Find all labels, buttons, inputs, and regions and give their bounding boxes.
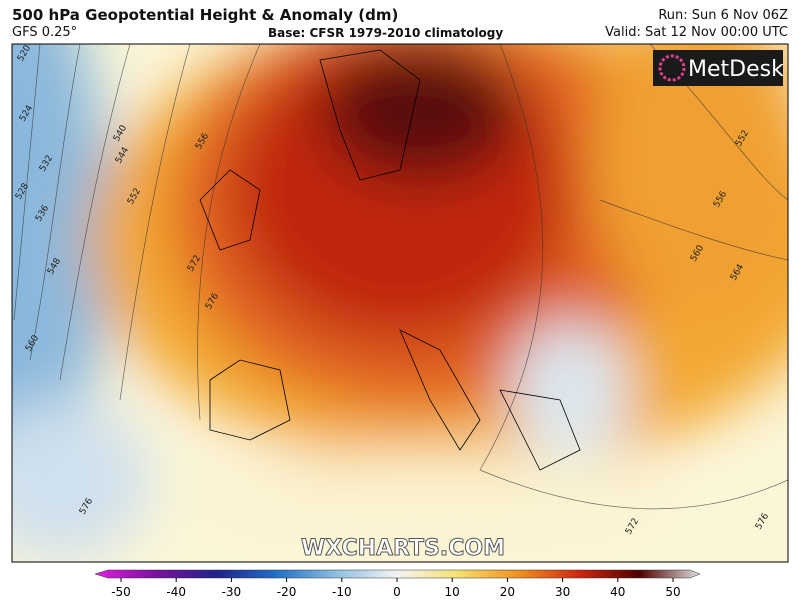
map-field bbox=[12, 44, 788, 562]
logo: MetDesk bbox=[688, 57, 784, 82]
model: GFS 0.25° bbox=[12, 25, 78, 40]
colorbar-tick-label: -30 bbox=[222, 585, 242, 599]
colorbar-tick-label: -10 bbox=[332, 585, 352, 599]
colorbar bbox=[94, 569, 701, 579]
run: Run: Sun 6 Nov 06Z bbox=[658, 8, 788, 23]
colorbar-tick-label: 10 bbox=[445, 585, 460, 599]
colorbar-tick-label: 50 bbox=[665, 585, 680, 599]
colorbar-tick-label: 20 bbox=[500, 585, 515, 599]
title: 500 hPa Geopotential Height & Anomaly (d… bbox=[12, 6, 399, 24]
valid: Valid: Sat 12 Nov 00:00 UTC bbox=[605, 25, 788, 40]
coastlines bbox=[199, 49, 581, 471]
watermark: WXCHARTS.COM bbox=[301, 536, 505, 561]
colorbar-tick-label: -40 bbox=[166, 585, 186, 599]
colorbar-tick-label: 30 bbox=[555, 585, 570, 599]
colorbar-tick-label: 40 bbox=[610, 585, 625, 599]
colorbar-tick-label: 0 bbox=[393, 585, 401, 599]
base: Base: CFSR 1979-2010 climatology bbox=[268, 26, 504, 40]
colorbar-tick-label: -20 bbox=[277, 585, 297, 599]
colorbar-tick-label: -50 bbox=[111, 585, 131, 599]
